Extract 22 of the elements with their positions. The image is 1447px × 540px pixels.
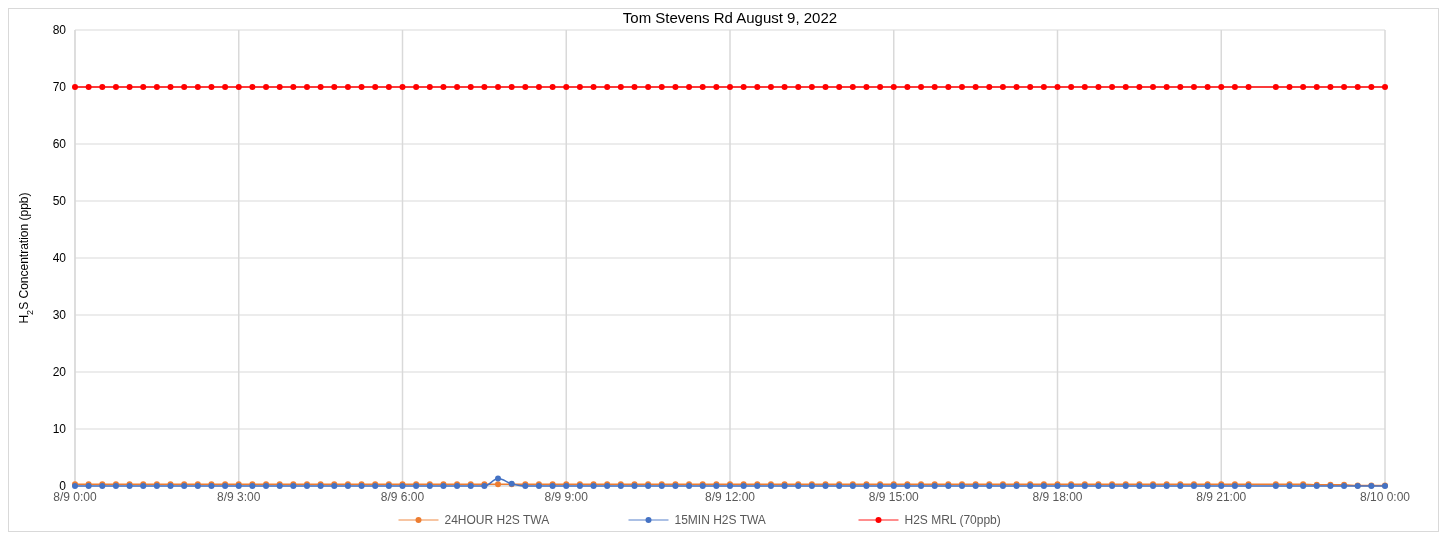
y-tick-label: 0	[59, 479, 67, 493]
x-tick-label: 8/9 21:00	[1196, 490, 1247, 504]
x-tick-label: 8/9 9:00	[544, 490, 589, 504]
y-tick-label: 10	[52, 422, 67, 436]
x-tick-label: 8/9 15:00	[868, 490, 920, 504]
y-tick-label: 70	[52, 80, 67, 94]
x-tick-label: 8/9 18:00	[1032, 490, 1083, 504]
y-tick-label: 40	[52, 251, 67, 265]
y-tick-label: 50	[52, 194, 67, 208]
x-tick-label: 8/9 6:00	[380, 490, 425, 504]
legend-label: 15MIN H2S TWA	[674, 513, 766, 527]
x-tick-label: 8/10 0:00	[1359, 490, 1411, 504]
y-tick-label: 80	[52, 23, 67, 37]
x-tick-label: 8/9 3:00	[217, 490, 261, 504]
y-tick-label: 20	[52, 365, 67, 379]
legend-label: 24HOUR H2S TWA	[444, 513, 550, 527]
legend-label: H2S MRL (70ppb)	[904, 513, 1001, 527]
x-tick-label: 8/9 12:00	[704, 490, 756, 504]
x-tick-label: 8/9 0:00	[53, 490, 98, 504]
y-tick-label: 30	[52, 308, 67, 322]
y-tick-label: 60	[52, 137, 67, 151]
chart-title: Tom Stevens Rd August 9, 2022	[622, 9, 838, 26]
